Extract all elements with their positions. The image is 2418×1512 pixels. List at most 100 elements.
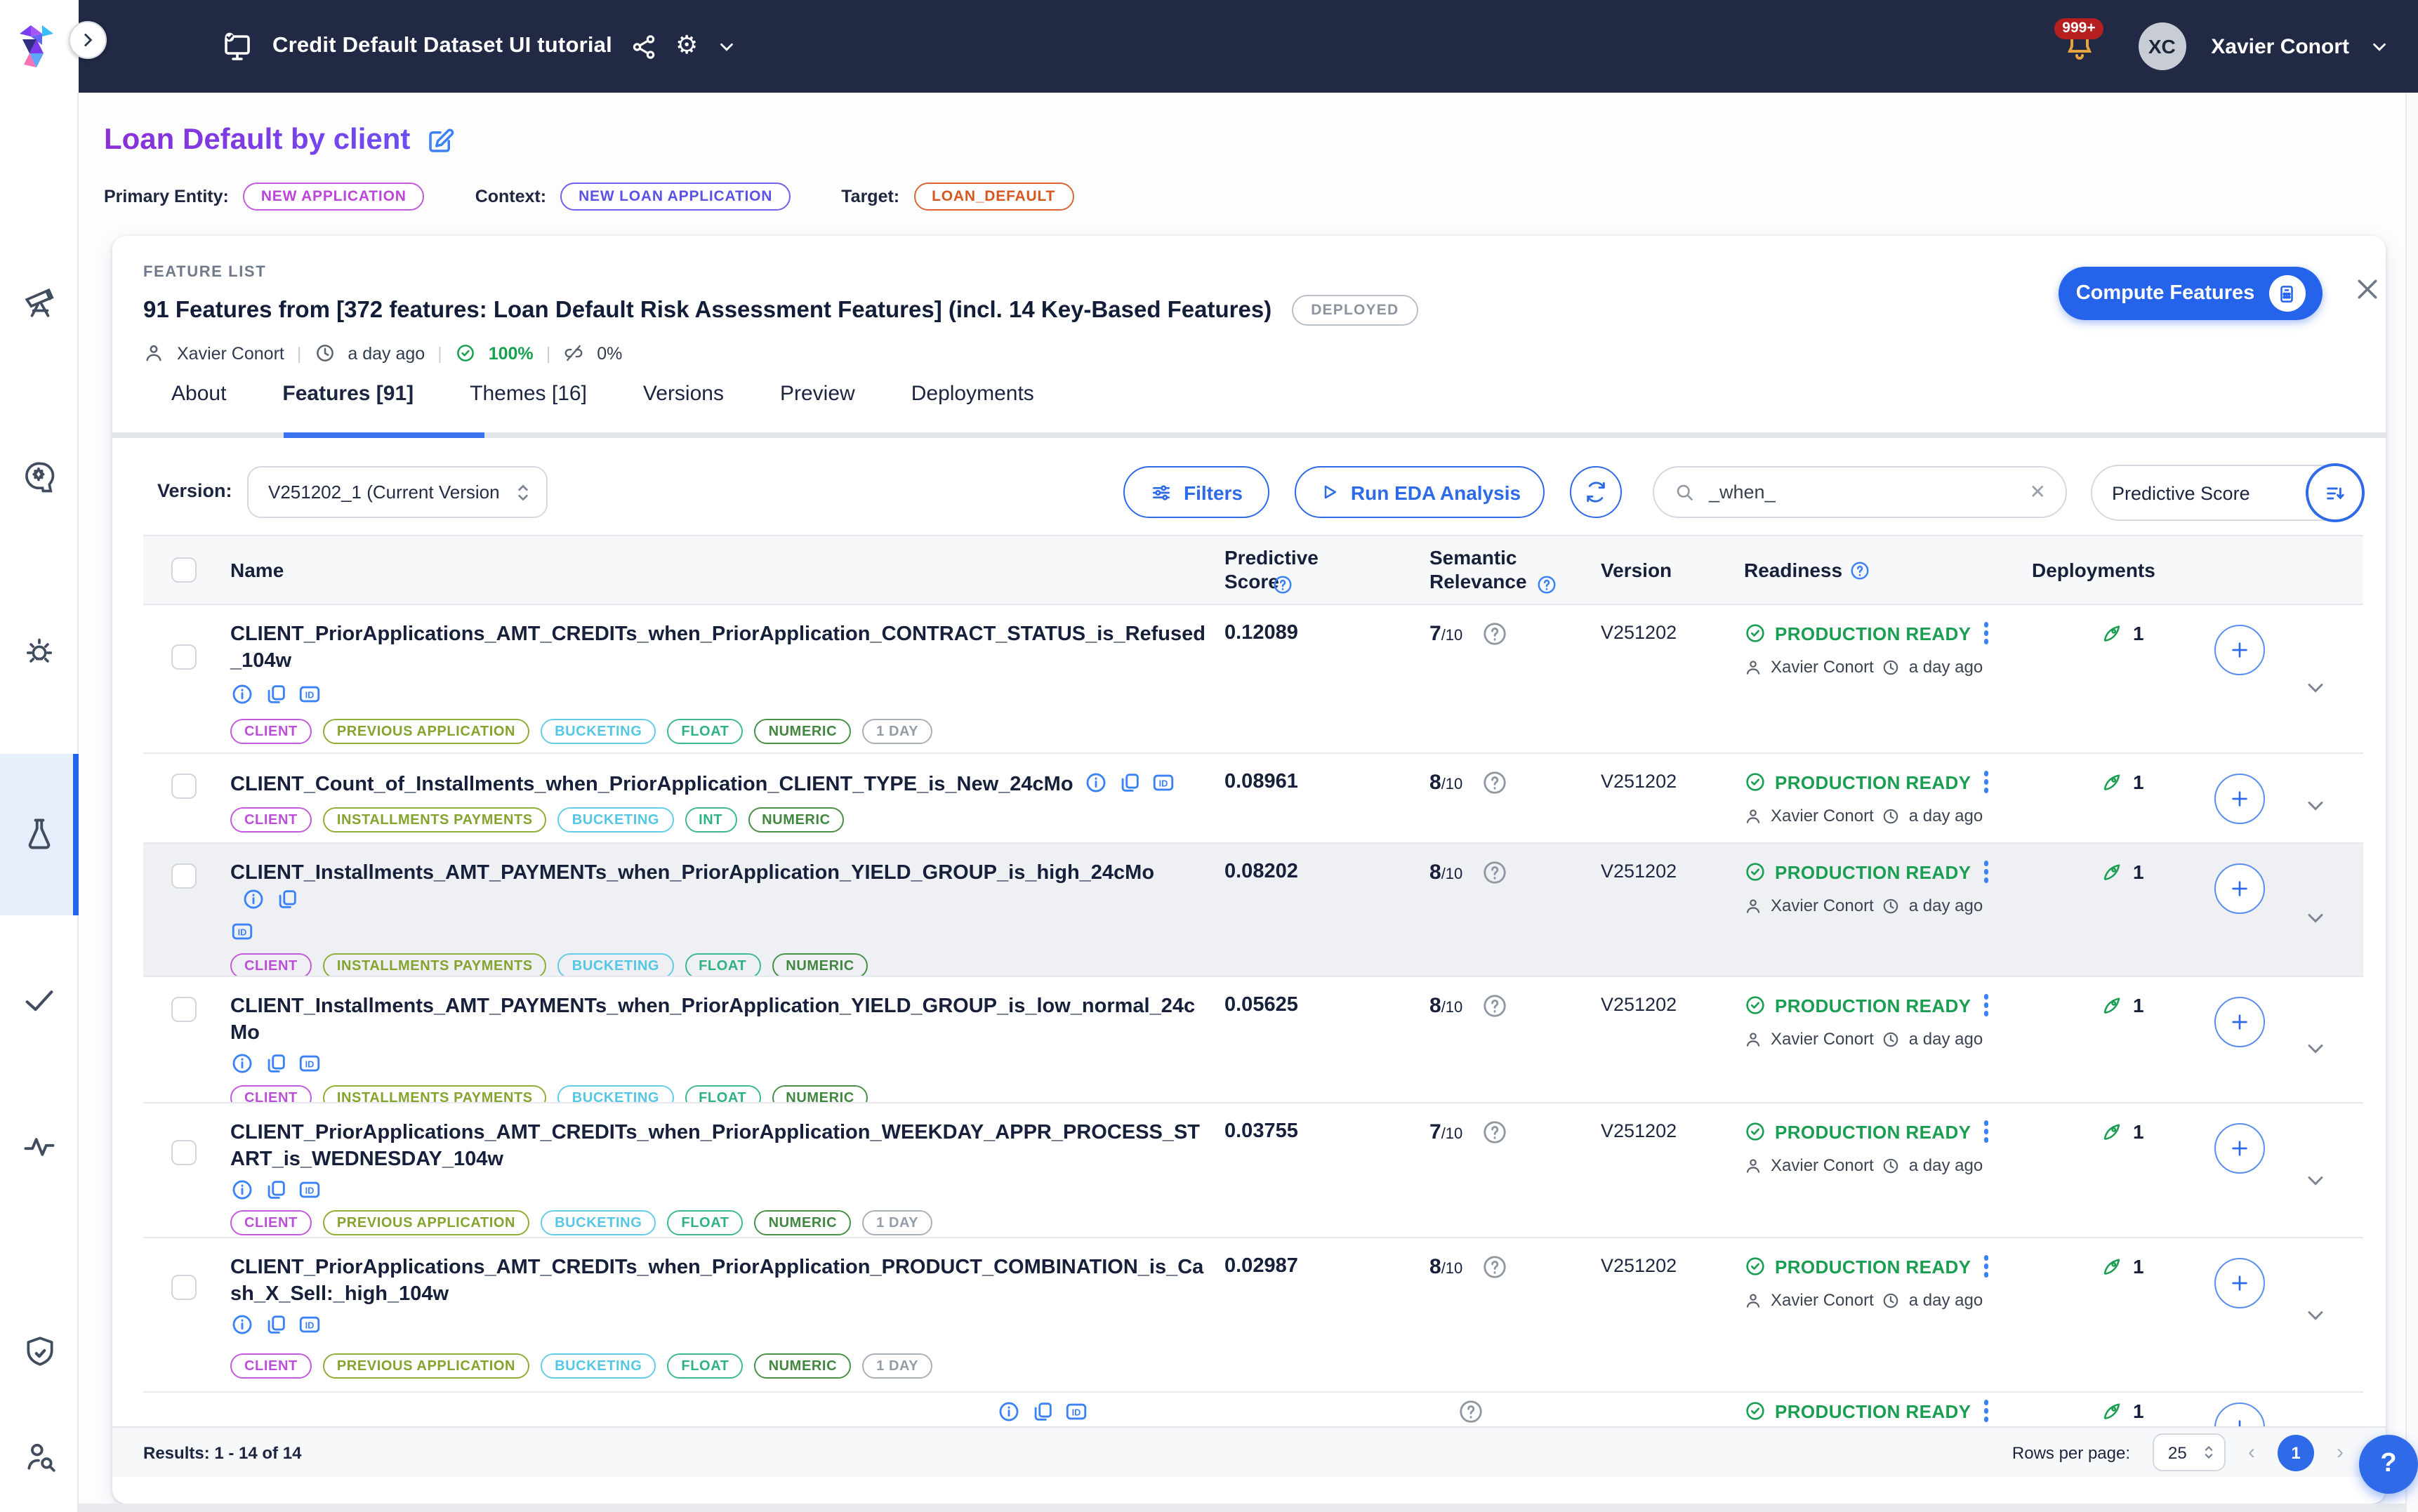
tab-versions[interactable]: Versions <box>642 382 724 406</box>
copy-icon[interactable] <box>264 1179 288 1202</box>
refresh-button[interactable] <box>1570 466 1622 518</box>
info-icon[interactable] <box>230 1179 254 1202</box>
question-circle-icon[interactable] <box>1481 859 1507 886</box>
tab-about[interactable]: About <box>171 382 227 406</box>
table-row[interactable]: CLIENT_PriorApplications_AMT_CREDITs_whe… <box>143 1238 2363 1393</box>
tag[interactable]: 1 DAY <box>862 1353 933 1379</box>
tag[interactable]: 1 DAY <box>862 719 933 745</box>
row-checkbox[interactable] <box>171 863 197 889</box>
sidebar-item-insights[interactable] <box>0 614 79 692</box>
tag[interactable]: 1 DAY <box>862 1210 933 1236</box>
tag[interactable]: PREVIOUS APPLICATION <box>322 719 530 745</box>
feature-name[interactable]: CLIENT_PriorApplications_AMT_CREDITs_whe… <box>230 623 1205 673</box>
tag[interactable]: INSTALLMENTS PAYMENTS <box>322 1085 547 1102</box>
tag[interactable]: CLIENT <box>230 953 312 976</box>
column-header-deployments[interactable]: Deployments <box>2032 559 2155 581</box>
tag[interactable]: PREVIOUS APPLICATION <box>322 1353 530 1379</box>
kebab-menu-icon[interactable] <box>1983 1255 1989 1278</box>
tag[interactable]: FLOAT <box>685 1085 761 1102</box>
user-name[interactable]: Xavier Conort <box>2211 34 2349 58</box>
tag[interactable]: FLOAT <box>667 719 744 745</box>
id-icon[interactable]: ID <box>298 1052 322 1076</box>
chevron-down-icon[interactable] <box>716 36 737 57</box>
info-icon[interactable] <box>230 1313 254 1337</box>
info-icon[interactable] <box>230 1052 254 1076</box>
table-row-partial[interactable]: ID PRODUCTION READY 1 <box>143 1393 2363 1426</box>
feature-name[interactable]: CLIENT_PriorApplications_AMT_CREDITs_whe… <box>230 1256 1204 1306</box>
copy-icon[interactable] <box>275 887 299 911</box>
copy-icon[interactable] <box>1118 771 1142 795</box>
compute-features-button[interactable]: Compute Features <box>2059 267 2323 320</box>
info-icon[interactable] <box>242 887 265 911</box>
tag[interactable]: BUCKETING <box>557 1085 674 1102</box>
sidebar-item-modeling[interactable] <box>0 438 79 517</box>
id-icon[interactable]: ID <box>298 1179 322 1202</box>
copy-icon[interactable] <box>264 1052 288 1076</box>
feature-name[interactable]: CLIENT_Installments_AMT_PAYMENTs_when_Pr… <box>230 862 1155 884</box>
select-all-checkbox[interactable] <box>171 557 197 583</box>
user-menu-chevron-icon[interactable] <box>2369 36 2390 57</box>
clear-search-icon[interactable]: ✕ <box>2029 480 2046 503</box>
tag[interactable]: BUCKETING <box>557 807 674 833</box>
next-page-button[interactable]: › <box>2337 1440 2344 1464</box>
tab-themes[interactable]: Themes [16] <box>470 382 587 406</box>
kebab-menu-icon[interactable] <box>1983 771 1989 793</box>
row-checkbox[interactable] <box>171 774 197 799</box>
copy-icon[interactable] <box>264 683 288 707</box>
expand-row-chevron-icon[interactable] <box>2303 1036 2328 1061</box>
kebab-menu-icon[interactable] <box>1983 1400 1989 1422</box>
kebab-menu-icon[interactable] <box>1983 994 1989 1016</box>
current-page-button[interactable]: 1 <box>2278 1434 2314 1471</box>
column-header-version[interactable]: Version <box>1601 559 1672 581</box>
avatar[interactable]: XC <box>2138 22 2186 70</box>
table-row[interactable]: CLIENT_Count_of_Installments_when_PriorA… <box>143 754 2363 844</box>
feature-name[interactable]: CLIENT_PriorApplications_AMT_CREDITs_whe… <box>230 1122 1200 1172</box>
add-button[interactable] <box>2214 1402 2265 1426</box>
help-button[interactable]: ? <box>2359 1435 2418 1494</box>
add-button[interactable] <box>2214 1123 2265 1174</box>
column-header-name[interactable]: Name <box>230 559 284 581</box>
question-circle-icon[interactable] <box>1481 1254 1507 1280</box>
expand-row-chevron-icon[interactable] <box>2303 675 2328 701</box>
project-title[interactable]: Credit Default Dataset UI tutorial <box>272 34 612 58</box>
sidebar-item-experiments[interactable] <box>0 795 79 873</box>
question-circle-icon[interactable] <box>1481 621 1507 647</box>
sidebar-item-governance[interactable] <box>0 1311 79 1390</box>
question-circle-icon[interactable] <box>1481 993 1507 1019</box>
table-row[interactable]: CLIENT_Installments_AMT_PAYMENTs_when_Pr… <box>143 977 2363 1103</box>
tab-preview[interactable]: Preview <box>780 382 855 406</box>
column-header-readiness[interactable]: Readiness <box>1744 559 1843 581</box>
tag[interactable]: FLOAT <box>667 1210 744 1236</box>
tag[interactable]: PREVIOUS APPLICATION <box>322 1210 530 1236</box>
question-circle-icon[interactable] <box>1458 1398 1484 1425</box>
gear-icon[interactable]: ⚙ <box>675 31 699 60</box>
expand-row-chevron-icon[interactable] <box>2303 793 2328 818</box>
table-row[interactable]: CLIENT_PriorApplications_AMT_CREDITs_whe… <box>143 605 2363 754</box>
table-row[interactable]: CLIENT_PriorApplications_AMT_CREDITs_whe… <box>143 1103 2363 1238</box>
help-icon[interactable] <box>1272 574 1293 595</box>
sidebar-item-explore[interactable] <box>0 263 79 341</box>
tag[interactable]: BUCKETING <box>541 719 656 745</box>
tag[interactable]: INT <box>685 807 737 833</box>
previous-page-button[interactable]: ‹ <box>2248 1440 2255 1464</box>
rows-per-page-select[interactable]: 25 <box>2153 1433 2226 1471</box>
tag[interactable]: BUCKETING <box>541 1210 656 1236</box>
id-icon[interactable]: ID <box>230 920 254 944</box>
sidebar-item-user-directory[interactable] <box>0 1417 79 1495</box>
info-icon[interactable] <box>230 683 254 707</box>
tag[interactable]: NUMERIC <box>754 719 852 745</box>
add-button[interactable] <box>2214 1258 2265 1308</box>
info-icon[interactable] <box>1085 771 1109 795</box>
question-circle-icon[interactable] <box>1481 1119 1507 1146</box>
tag[interactable]: FLOAT <box>685 953 761 976</box>
info-icon[interactable] <box>997 1400 1021 1424</box>
id-icon[interactable]: ID <box>1152 771 1176 795</box>
expand-row-chevron-icon[interactable] <box>2303 1303 2328 1328</box>
kebab-menu-icon[interactable] <box>1983 1120 1989 1143</box>
tag[interactable]: NUMERIC <box>772 953 868 976</box>
sidebar-expand-button[interactable] <box>69 21 107 59</box>
primary-entity-badge[interactable]: NEW APPLICATION <box>242 183 425 211</box>
tag[interactable]: NUMERIC <box>754 1353 852 1379</box>
row-checkbox[interactable] <box>171 644 197 670</box>
tag[interactable]: NUMERIC <box>754 1210 852 1236</box>
